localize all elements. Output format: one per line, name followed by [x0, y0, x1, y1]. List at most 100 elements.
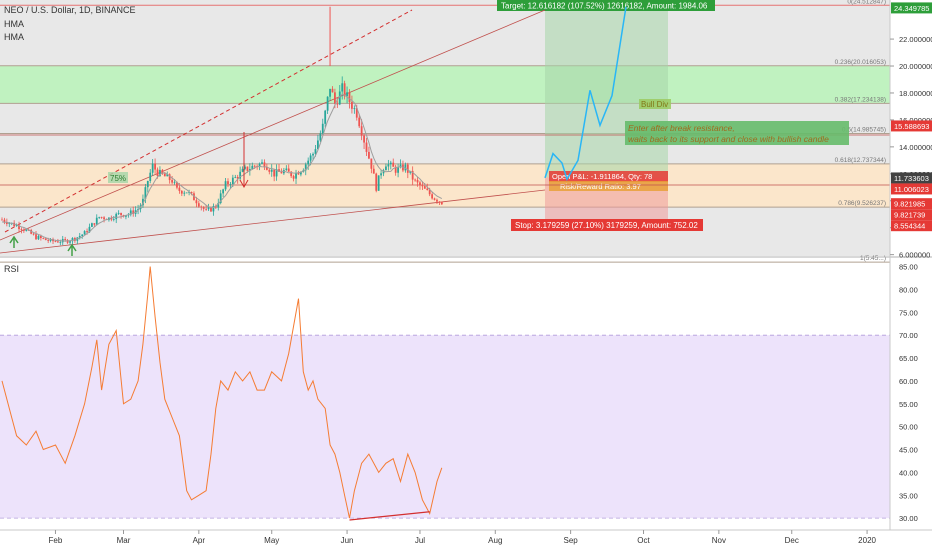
candle[interactable]	[173, 182, 176, 184]
candle[interactable]	[248, 169, 251, 171]
candle[interactable]	[312, 153, 314, 156]
long-position-tool[interactable]: Target: 12.616182 (107.52%) 12616182, Am…	[497, 0, 715, 231]
candle[interactable]	[176, 182, 178, 188]
candle[interactable]	[156, 169, 159, 177]
candle[interactable]	[205, 208, 208, 210]
candle[interactable]	[411, 170, 414, 180]
candle[interactable]	[219, 193, 222, 204]
candle[interactable]	[83, 231, 86, 235]
candle[interactable]	[317, 140, 319, 150]
candle[interactable]	[44, 238, 47, 241]
candle[interactable]	[419, 182, 421, 186]
candle[interactable]	[392, 162, 395, 167]
candle[interactable]	[334, 92, 336, 104]
candle[interactable]	[42, 237, 45, 239]
candle[interactable]	[261, 162, 263, 164]
candle[interactable]	[3, 219, 6, 223]
candle[interactable]	[56, 241, 59, 243]
lower-trendline[interactable]	[0, 189, 546, 254]
candle[interactable]	[212, 206, 215, 212]
candle[interactable]	[351, 102, 353, 109]
candle[interactable]	[5, 222, 8, 224]
candle[interactable]	[125, 215, 127, 217]
candle[interactable]	[78, 236, 81, 238]
candle[interactable]	[117, 212, 120, 214]
hma-legend-2[interactable]: HMA	[4, 32, 24, 42]
candle[interactable]	[200, 206, 203, 208]
candle[interactable]	[346, 92, 348, 97]
candle[interactable]	[280, 171, 283, 174]
candle[interactable]	[129, 210, 132, 215]
candlesticks[interactable]	[1, 6, 443, 246]
candle[interactable]	[278, 169, 280, 172]
candle[interactable]	[93, 223, 96, 225]
candle[interactable]	[224, 181, 227, 190]
candle[interactable]	[190, 192, 193, 194]
candle[interactable]	[168, 174, 171, 181]
candle[interactable]	[331, 88, 334, 93]
candle[interactable]	[25, 229, 28, 231]
candle[interactable]	[15, 225, 18, 227]
candle[interactable]	[171, 180, 173, 183]
candle[interactable]	[98, 216, 101, 218]
candle[interactable]	[385, 166, 387, 171]
candle[interactable]	[285, 168, 288, 171]
candle[interactable]	[86, 231, 88, 233]
candle[interactable]	[324, 110, 327, 124]
candle[interactable]	[163, 173, 166, 177]
candle[interactable]	[207, 207, 210, 210]
candle[interactable]	[431, 194, 434, 199]
candle[interactable]	[348, 92, 351, 103]
candle[interactable]	[372, 168, 375, 174]
candle[interactable]	[81, 234, 84, 237]
candle[interactable]	[353, 108, 356, 109]
annotations[interactable]: 75% Bull Div Enter after break resistance,…	[9, 99, 849, 256]
upper-trendline[interactable]	[0, 9, 546, 241]
candle[interactable]	[270, 169, 273, 172]
candle[interactable]	[18, 225, 20, 230]
candle[interactable]	[32, 233, 35, 235]
candle[interactable]	[321, 123, 324, 134]
candle[interactable]	[115, 213, 118, 220]
hma-legend-1[interactable]: HMA	[4, 19, 24, 29]
candle[interactable]	[414, 179, 416, 181]
candle[interactable]	[428, 189, 431, 195]
candle[interactable]	[185, 192, 188, 194]
candle[interactable]	[35, 234, 37, 240]
candle[interactable]	[193, 193, 195, 201]
candle[interactable]	[112, 219, 115, 220]
candle[interactable]	[377, 175, 380, 191]
target-zone[interactable]	[545, 7, 668, 178]
candle[interactable]	[387, 164, 390, 167]
candle[interactable]	[146, 181, 149, 188]
candle[interactable]	[440, 201, 443, 205]
candle[interactable]	[433, 198, 436, 200]
candle[interactable]	[241, 168, 244, 172]
candle[interactable]	[416, 179, 419, 183]
candle[interactable]	[47, 240, 50, 241]
candle[interactable]	[365, 142, 368, 152]
candle[interactable]	[37, 235, 40, 240]
candle[interactable]	[144, 187, 147, 199]
candle[interactable]	[265, 167, 268, 170]
candle[interactable]	[234, 177, 237, 178]
projection-path[interactable]	[544, 6, 627, 182]
candle[interactable]	[210, 207, 212, 212]
candle[interactable]	[110, 217, 113, 220]
candle[interactable]	[229, 184, 232, 185]
candle[interactable]	[304, 164, 307, 171]
candle[interactable]	[423, 186, 426, 189]
candle[interactable]	[137, 209, 139, 211]
candle[interactable]	[368, 151, 370, 159]
candle[interactable]	[292, 176, 295, 179]
candle[interactable]	[329, 88, 331, 97]
candle[interactable]	[54, 241, 57, 242]
candle[interactable]	[309, 155, 312, 161]
candle[interactable]	[214, 206, 217, 208]
fib-retracement[interactable]: 0(24.512847) 0.236(20.016053) 0.382(17.234…	[0, 0, 890, 263]
candle[interactable]	[236, 177, 239, 179]
candle[interactable]	[343, 83, 346, 97]
candle[interactable]	[394, 166, 397, 173]
candle[interactable]	[103, 217, 105, 220]
